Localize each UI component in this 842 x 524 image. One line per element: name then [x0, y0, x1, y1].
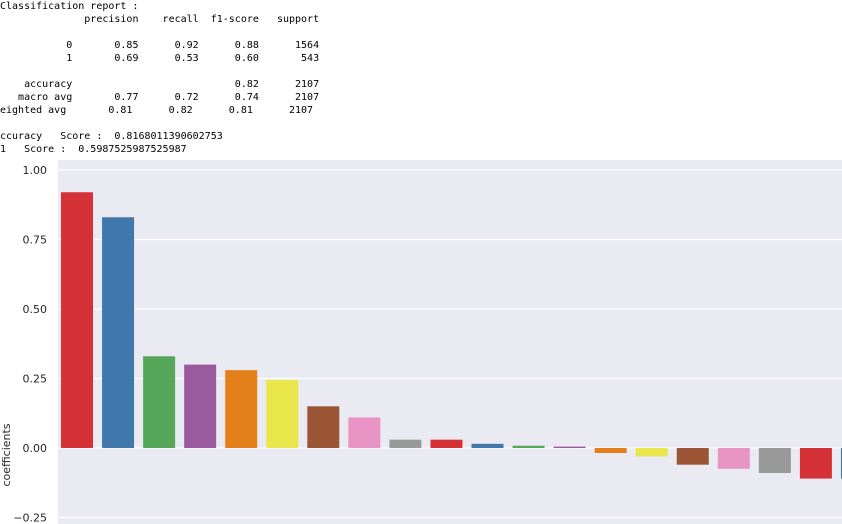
bar [799, 448, 832, 479]
report-line: macro avg 0.77 0.72 0.74 2107 [0, 92, 320, 103]
bar [102, 217, 135, 448]
bar [635, 448, 668, 457]
bar [389, 439, 422, 448]
bar [676, 448, 709, 465]
bar [840, 448, 842, 479]
bar [307, 406, 340, 448]
report-line: Classification report : [0, 1, 139, 12]
chart-svg: 1.00 0.75 0.50 0.25 0.00 −0.25 coefficients [0, 160, 842, 524]
y-tick-label: 0.00 [23, 442, 48, 455]
bar [758, 448, 791, 474]
bar [430, 439, 463, 448]
y-tick-label: 0.25 [23, 373, 48, 386]
bar [512, 445, 545, 448]
coefficients-bar-chart: 1.00 0.75 0.50 0.25 0.00 −0.25 coefficients [0, 160, 842, 524]
bar [225, 370, 258, 448]
bar [143, 356, 176, 448]
bar [266, 379, 299, 448]
y-tick-label: −0.25 [13, 512, 47, 524]
bar [61, 192, 93, 448]
bar [184, 364, 217, 448]
report-line: precision recall f1-score support [0, 14, 320, 25]
report-line: eighted avg 0.81 0.82 0.81 2107 [0, 105, 314, 116]
report-line: ccuracy Score : 0.8168011390602753 [0, 131, 223, 142]
y-tick-label: 0.75 [23, 234, 48, 247]
y-tick-label: 1.00 [23, 164, 48, 177]
y-tick-label: 0.50 [23, 303, 48, 316]
bar [471, 443, 504, 448]
report-line: 1 0.69 0.53 0.60 543 [0, 53, 320, 64]
bar [553, 446, 586, 448]
classification-report: Classification report : precision recall… [0, 0, 842, 160]
bar [348, 417, 381, 448]
report-line: 1 Score : 0.5987525987525987 [0, 144, 187, 155]
report-line: 0 0.85 0.92 0.88 1564 [0, 40, 320, 51]
bar [717, 448, 750, 469]
plot-background [58, 160, 842, 524]
report-line: accuracy 0.82 2107 [0, 79, 320, 90]
y-axis-label: coefficients [0, 423, 13, 486]
bar [594, 448, 627, 454]
